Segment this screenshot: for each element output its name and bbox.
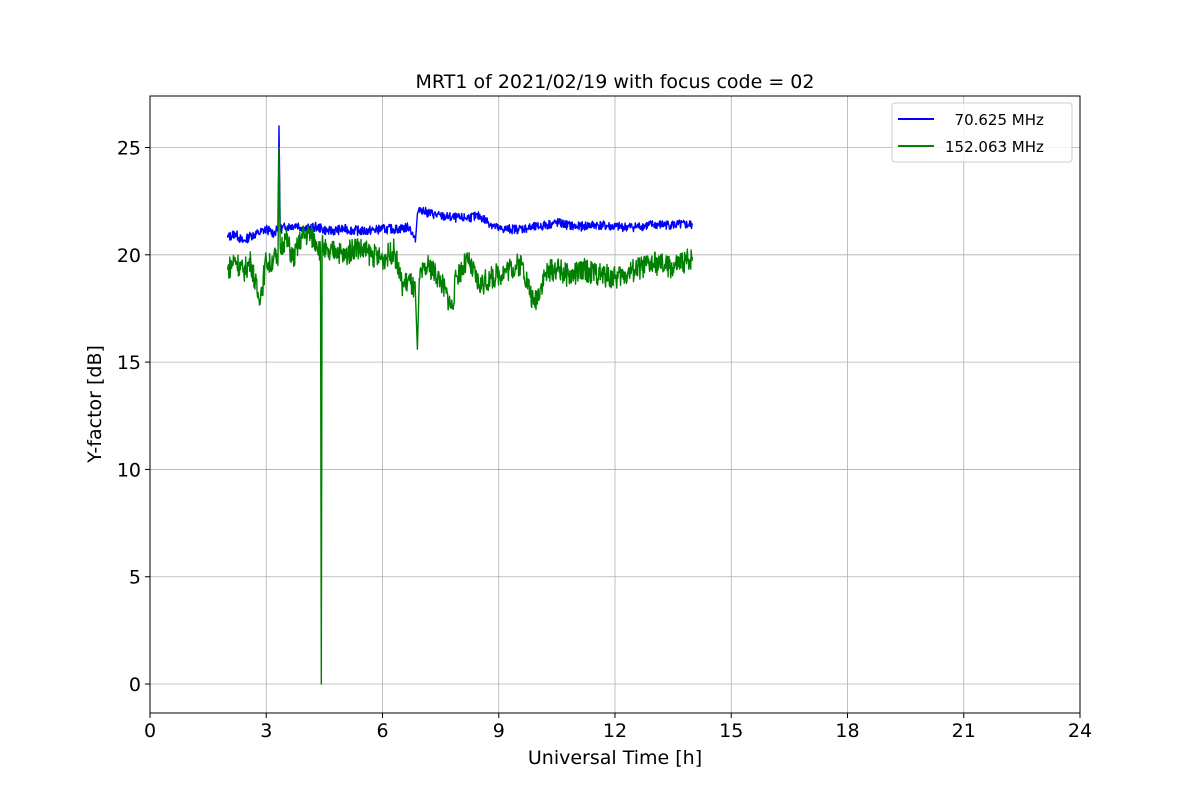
y-axis-ticks: 0 5 10 15 20 25 [117,138,150,696]
y-tick-label: 5 [129,567,141,589]
chart-title: MRT1 of 2021/02/19 with focus code = 02 [416,71,815,93]
x-tick-label: 15 [719,720,743,742]
y-tick-label: 20 [117,245,141,267]
legend-label-152-063-mhz: 152.063 MHz [945,138,1044,156]
x-tick-label: 21 [952,720,976,742]
x-axis-label: Universal Time [h] [528,747,702,769]
x-tick-label: 18 [835,720,859,742]
legend: 70.625 MHz 152.063 MHz [891,102,1073,163]
series-line-152-063-mhz [226,146,694,685]
legend-box [891,102,1073,163]
x-tick-label: 3 [260,720,272,742]
x-tick-label: 0 [144,720,156,742]
y-axis-label: Y-factor [dB] [84,345,106,464]
y-tick-label: 15 [117,352,141,374]
x-tick-label: 6 [376,720,388,742]
x-axis-ticks: 0 3 6 9 12 15 18 21 24 [144,713,1092,742]
x-tick-label: 24 [1068,720,1092,742]
x-tick-label: 9 [493,720,505,742]
plot-area [149,95,1081,714]
y-tick-label: 10 [117,459,141,481]
legend-label-70-625-mhz: 70.625 MHz [945,111,1044,129]
x-tick-label: 12 [603,720,627,742]
series-line-70-625-mhz [226,125,694,244]
y-tick-label: 0 [129,674,141,696]
y-tick-label: 25 [117,138,141,160]
series-lines [226,125,694,685]
